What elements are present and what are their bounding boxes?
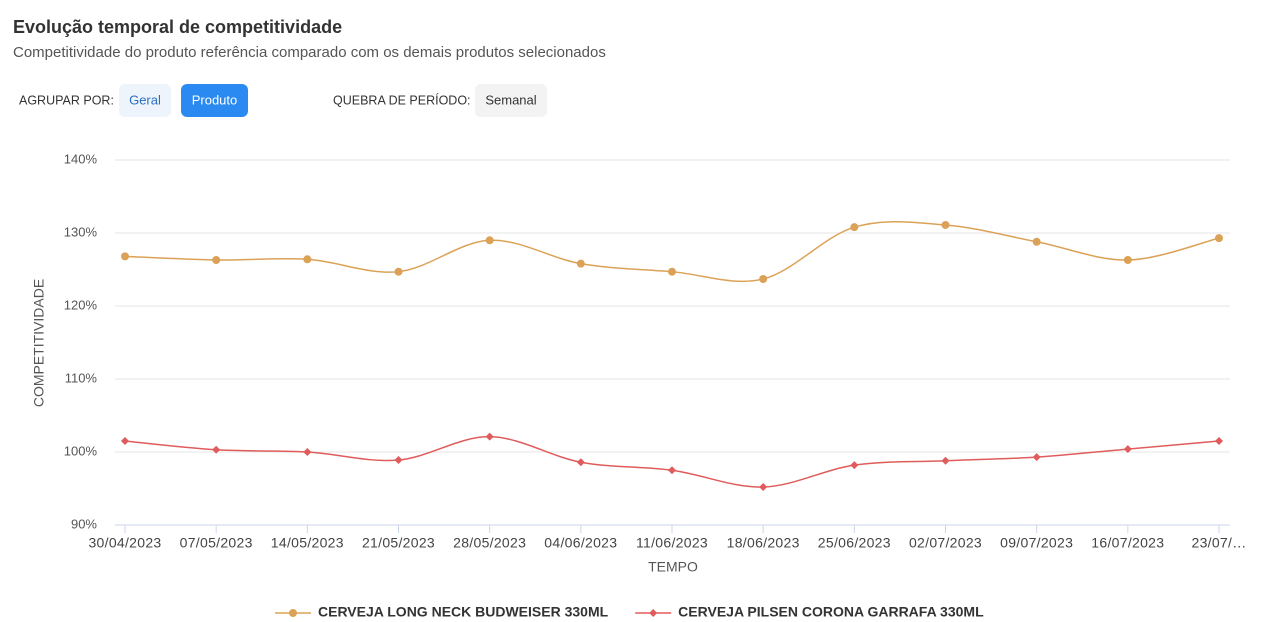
y-tick-label: 120% [64, 297, 98, 312]
geral-button-label[interactable]: Geral [129, 92, 161, 107]
semanal-button-label[interactable]: Semanal [485, 92, 536, 107]
x-axis-title: TEMPO [648, 559, 698, 575]
point [303, 448, 312, 456]
y-axis-title: COMPETITIVIDADE [31, 279, 47, 407]
point [941, 220, 950, 229]
point [850, 461, 859, 470]
chart: 90% 100% 110% 120% 130% 140% 30/04/2023 07/05/2… [31, 151, 1247, 619]
produto-button-label[interactable]: Produto [192, 92, 238, 107]
legend-label: CERVEJA LONG NECK BUDWEISER 330ML [318, 604, 609, 620]
point [212, 445, 221, 454]
point [759, 483, 768, 492]
x-tick-label: 25/06/2023 [818, 535, 891, 551]
x-tick-label: 09/07/2023 [1000, 535, 1073, 551]
x-tick-label: 16/07/2023 [1091, 535, 1164, 551]
geral-button[interactable] [119, 84, 171, 117]
y-tick-label: 100% [64, 443, 98, 458]
y-tick-label: 140% [64, 151, 98, 166]
legend-label: CERVEJA PILSEN CORONA GARRAFA 330ML [678, 604, 984, 620]
point [394, 267, 403, 276]
point [289, 609, 297, 617]
x-tick-label: 07/05/2023 [180, 535, 253, 551]
group-label: AGRUPAR POR: [19, 93, 114, 107]
point [1032, 453, 1041, 462]
point [485, 432, 494, 441]
x-tick-label: 23/07/… [1191, 535, 1246, 551]
x-tick-label: 14/05/2023 [271, 535, 344, 551]
point [1215, 234, 1223, 243]
point [303, 255, 312, 264]
period-label: QUEBRA DE PERÍODO: [333, 92, 471, 107]
point [394, 456, 403, 465]
point [485, 236, 494, 245]
produto-button[interactable] [181, 84, 248, 117]
point [759, 274, 768, 283]
x-tick-label: 11/06/2023 [636, 535, 708, 551]
y-tick-label: 90% [71, 516, 97, 531]
point [850, 223, 859, 232]
x-tick-label: 28/05/2023 [453, 535, 526, 551]
semanal-button[interactable] [475, 84, 547, 117]
point [668, 466, 676, 475]
y-tick-label: 130% [64, 224, 98, 239]
point [1032, 237, 1041, 246]
subtitle: Competitividade do produto referência co… [13, 44, 606, 61]
x-tick-label: 02/07/2023 [909, 535, 982, 551]
point [121, 437, 129, 446]
x-tick-label: 30/04/2023 [88, 535, 161, 551]
point [668, 267, 676, 276]
point [1215, 437, 1223, 446]
point [212, 256, 221, 265]
point [1123, 445, 1132, 454]
point [649, 609, 658, 617]
title: Evolução temporal de competitividade [13, 17, 342, 37]
point [576, 259, 585, 268]
x-tick-label: 21/05/2023 [362, 535, 435, 551]
point [576, 458, 585, 467]
x-tick-label: 18/06/2023 [727, 535, 800, 551]
point [1123, 256, 1132, 265]
y-tick-label: 110% [65, 370, 98, 385]
x-tick-label: 04/06/2023 [544, 535, 617, 551]
point [941, 456, 950, 465]
series-line [124, 435, 1220, 488]
point [121, 252, 129, 261]
